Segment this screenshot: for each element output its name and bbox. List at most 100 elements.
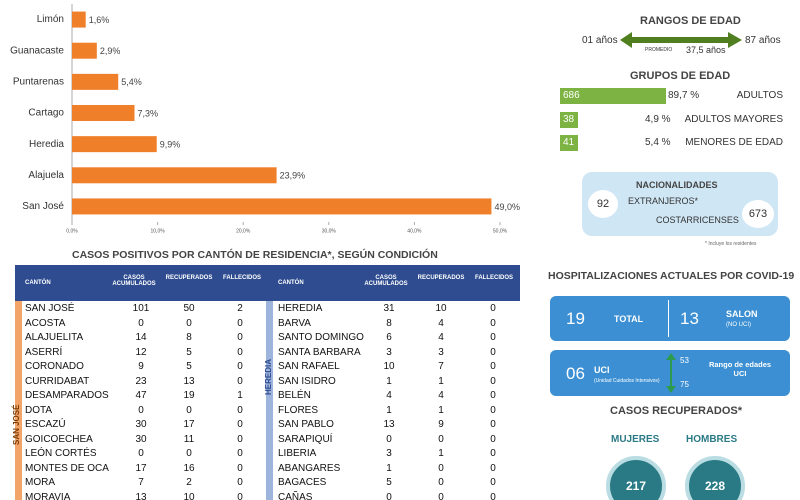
x-tick-label: 40,0% [407, 228, 422, 234]
label: 01 años [582, 35, 618, 46]
cell-number: 0 [438, 462, 444, 474]
cell-number: 0 [490, 346, 496, 358]
note: (Unidad Cuidados Intensivos) [594, 378, 660, 384]
bar [72, 136, 157, 153]
cell-number: 5 [386, 477, 392, 488]
cell-name: ALAJUELITA [25, 332, 84, 343]
cell-number: 0 [138, 448, 144, 459]
cell-number: 10 [383, 361, 395, 372]
x-tick-label: 10,0% [151, 228, 166, 234]
cell-name: SANTO DOMINGO [278, 332, 364, 343]
cell-number: 0 [237, 346, 243, 358]
label: 75 [680, 380, 689, 389]
cell-number: 30 [135, 433, 147, 445]
bar [72, 11, 86, 28]
cell-name: MONTES DE OCA [25, 462, 109, 474]
note: * Incluye los residentes [705, 241, 757, 247]
cell-number: 5 [186, 346, 192, 358]
cell-number: 0 [186, 317, 192, 329]
cell-number: 31 [383, 303, 395, 314]
cell-number: 1 [386, 404, 392, 416]
label: ADULTOS MAYORES [684, 114, 783, 125]
data-label: 9,9% [160, 140, 181, 150]
column-header: RECUPERADOS [165, 275, 213, 281]
cell-number: 0 [237, 404, 243, 416]
data-label: 7,3% [137, 108, 158, 118]
cell-number: 0 [490, 317, 496, 329]
cell-number: 4 [438, 317, 444, 329]
cell-number: 0 [186, 448, 192, 459]
column-header: RECUPERADOS [417, 275, 465, 281]
title: NACIONALIDADES [636, 180, 718, 190]
cell-number: 0 [490, 433, 496, 445]
cell-name: CAÑAS [278, 491, 313, 500]
count: 19 [566, 309, 585, 328]
cell-name: ABANGARES [278, 462, 341, 474]
group-bar [560, 88, 666, 104]
bar-chart: 0,0% 10,0% 20,0% 30,0% 40,0% 50,0% Limón 1,6% Gu… [10, 4, 520, 234]
title: HOSPITALIZACIONES ACTUALES POR COVID-19 [548, 270, 795, 282]
column-header: CANTÓN [278, 280, 304, 286]
label: SALON [726, 309, 758, 319]
cell-number: 50 [183, 303, 195, 314]
cell-number: 10 [183, 491, 195, 500]
cell-number: 0 [490, 332, 496, 343]
cell-name: CORONADO [25, 361, 84, 372]
title: RANGOS DE EDAD [640, 15, 741, 27]
cell-number: 1 [438, 375, 444, 387]
cell-name: BAGACES [278, 477, 327, 488]
cell-name: DESAMPARADOS [25, 390, 109, 401]
cell-number: 14 [135, 332, 147, 343]
divider [668, 300, 669, 337]
cell-name: SARAPIQUÍ [278, 433, 333, 445]
column-header: FALLECIDOS [474, 275, 513, 281]
count: 217 [606, 456, 666, 500]
label: COSTARRICENSES [656, 215, 739, 225]
label: PROMEDIO [645, 47, 673, 53]
cell-number: 0 [490, 419, 496, 430]
cell-number: 30 [135, 419, 147, 430]
cell-name: MORA [25, 477, 55, 488]
note: (NO UCI) [726, 322, 751, 328]
cell-number: 13 [383, 419, 395, 430]
cell-number: 17 [135, 462, 147, 474]
count: 41 [563, 137, 575, 148]
cell-name: LIBERIA [278, 448, 317, 459]
cell-name: GOICOECHEA [25, 433, 93, 445]
label: HOMBRES [686, 434, 738, 445]
count: 686 [563, 90, 580, 101]
label: UCI [594, 365, 610, 375]
count: 06 [566, 364, 585, 383]
cell-number: 47 [135, 390, 147, 401]
bar [72, 105, 135, 121]
label: Rango de edades UCI [708, 360, 772, 378]
group-bar [560, 135, 578, 151]
bar [72, 73, 119, 90]
data-label: 23,9% [280, 171, 306, 181]
data-label: 49,0% [494, 202, 520, 212]
cell-number: 5 [186, 361, 192, 372]
label: ADULTOS [736, 90, 783, 101]
cell-number: 2 [237, 303, 243, 314]
cell-number: 4 [438, 390, 444, 401]
cell-number: 12 [135, 346, 147, 358]
label: 53 [680, 356, 689, 365]
cell-number: 0 [237, 433, 243, 445]
cell-number: 0 [386, 491, 392, 500]
cell-number: 0 [237, 361, 243, 372]
cell-number: 6 [386, 332, 392, 343]
cell-number: 0 [386, 433, 392, 445]
data-label: 1,6% [89, 15, 110, 25]
data-label: 2,9% [100, 46, 121, 56]
cell-number: 0 [438, 433, 444, 445]
cell-number: 0 [490, 361, 496, 372]
table-title: CASOS POSITIVOS POR CANTÓN DE RESIDENCIA… [72, 249, 438, 261]
cell-number: 1 [438, 448, 444, 459]
cell-name: DOTA [25, 404, 53, 416]
cell-number: 19 [183, 390, 195, 401]
cell-number: 7 [438, 361, 444, 372]
arrow [620, 32, 742, 48]
cell-name: ASERRÍ [25, 346, 63, 358]
title: GRUPOS DE EDAD [630, 70, 731, 82]
